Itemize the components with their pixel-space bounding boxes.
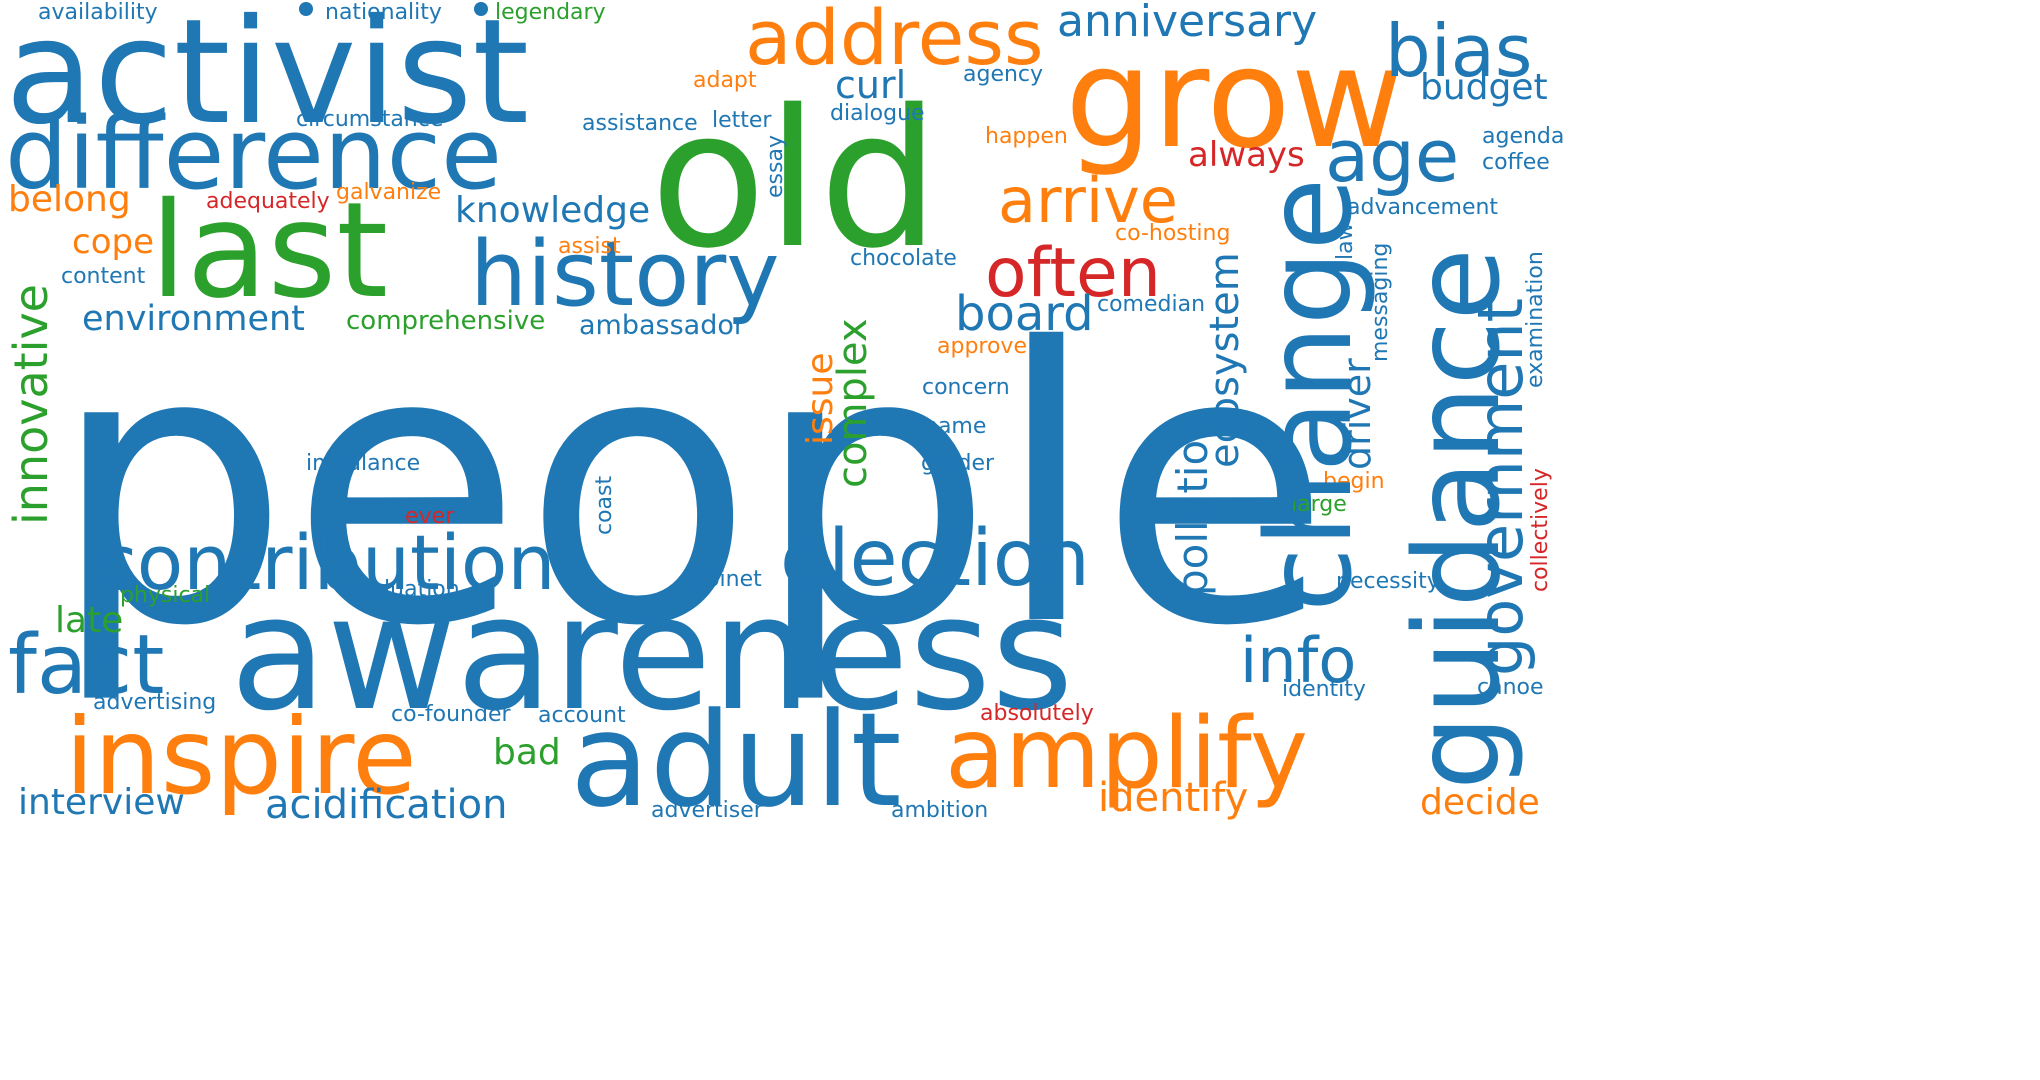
word-bad: bad [493,732,561,773]
word-assistance: assistance [582,111,698,136]
word-arrive: arrive [998,164,1178,237]
word-concern: concern [922,375,1010,400]
word-imbalance: imbalance [306,451,421,476]
word-cope: cope [72,222,154,262]
word-belong: belong [8,179,131,220]
word-galvanize: galvanize [336,180,442,205]
word-chocolate: chocolate [850,246,957,271]
word-people: people [50,269,1332,709]
word-contribution: contribution [95,518,556,607]
word-assist: assist [558,234,621,259]
word-innovative: innovative [4,284,58,525]
word-nationality: nationality [325,0,442,25]
word-begin: begin [1323,469,1385,494]
word-coffee: coffee [1482,150,1550,175]
word-decide: decide [1420,782,1540,823]
word-ecosystem: ecosystem [1202,252,1248,468]
word-often: often [985,234,1161,313]
word-ambassador: ambassador [579,310,745,341]
word-anniversary: anniversary [1057,0,1318,47]
word-co-founder: co-founder [391,702,511,727]
word-advancement: advancement [1347,195,1499,220]
word-advertising: advertising [93,690,217,715]
word-ambition: ambition [891,798,989,823]
word-canoe: canoe [1477,675,1544,700]
word-late: late [55,600,124,641]
word-coast: coast [592,475,617,535]
word-inspire: inspire [65,696,417,818]
word-difference: difference [5,97,502,212]
word-issue: issue [800,352,841,445]
word-physical: physical [120,583,211,608]
word-curl: curl [835,63,907,107]
word-comedian: comedian [1097,292,1206,317]
word-identify: identify [1098,775,1249,821]
word-account: account [538,703,626,728]
word-comprehensive: comprehensive [346,306,546,336]
word-old: old [650,69,940,290]
word-availability: availability [38,0,158,25]
word-absolutely: absolutely [980,701,1094,726]
word-election: election [780,514,1090,604]
word-grow: grow [1065,18,1404,179]
word-info: info [1240,624,1357,697]
word-history: history [470,222,780,327]
word-activist: activist [5,0,530,157]
word-letter: letter [712,108,772,133]
word-circumstance: circumstance [296,107,444,132]
word-adult: adult [570,684,902,836]
word-legendary: legendary [495,0,606,25]
word-adapt: adapt [693,68,757,93]
word-bias: bias [1385,9,1533,93]
word-budget: budget [1420,67,1548,108]
word-approve: approve [937,334,1027,359]
word-name: name [924,414,987,439]
word-ever: ever [405,504,455,529]
word-address: address [745,0,1044,82]
word-driver: driver [1335,358,1379,470]
word-board: board [955,286,1094,342]
word-essay: essay [763,135,788,198]
word-content: content [61,264,146,289]
word-messaging: messaging [1368,242,1393,362]
word-knowledge: knowledge [455,190,651,231]
word-adequately: adequately [206,189,330,214]
word-amplify: amplify [945,697,1308,811]
dot-mark [474,2,488,16]
word-advertiser: advertiser [651,798,763,823]
word-dialogue: dialogue [830,101,925,126]
word-environment: environment [82,299,305,339]
word-happen: happen [985,124,1068,149]
word-identity: identity [1282,677,1366,702]
word-agenda: agenda [1482,124,1565,149]
word-grader: grader [921,451,995,476]
word-collectively: collectively [1528,468,1553,592]
word-evaluation: evaluation [344,577,460,602]
dot-mark [299,2,313,16]
word-age: age [1325,114,1460,198]
word-awareness: awareness [230,562,1074,746]
word-law: law [1333,222,1358,260]
word-fact: fact [8,618,165,713]
word-acidification: acidification [265,782,508,828]
word-examination: examination [1523,251,1548,388]
word-always: always [1188,135,1305,175]
word-large: large [1291,492,1347,517]
word-cabinet: cabinet [680,567,762,592]
word-necessity: necessity [1336,569,1440,594]
word-interview: interview [18,782,185,823]
word-co-hosting: co-hosting [1115,221,1231,246]
word-agency: agency [963,62,1044,87]
word-last: last [150,174,389,328]
